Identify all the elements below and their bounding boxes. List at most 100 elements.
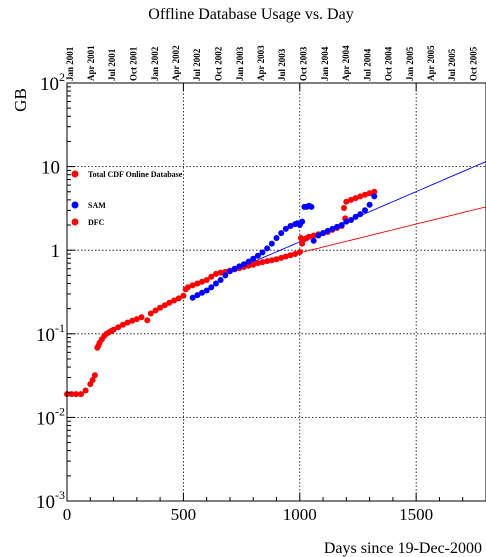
series-1-point [308,203,315,210]
series-1-point [199,289,205,296]
series-0-point [91,372,98,379]
series-0-point [343,198,350,205]
series-0-point [264,258,271,265]
series-0-point [133,316,140,323]
series-0-point [362,191,368,198]
series-1-point [348,217,354,223]
series-0-point [144,317,151,324]
series-1-point [287,223,294,229]
date-tick-label: Oct 2004 [384,46,394,81]
series-1-point [315,232,322,239]
legend-label: DFC [88,218,105,227]
series-1-point [362,207,368,214]
series-0-point [292,251,299,257]
series-1-point [334,223,340,230]
y-axis-label: GB [11,88,30,112]
legend-marker [71,170,79,178]
series-1-point [213,280,219,287]
series-1-point [310,237,317,244]
series-0-point [194,280,201,287]
series-0-point [185,284,191,291]
series-1-point [254,252,261,259]
series-1-point [324,227,331,234]
axes: 0 500 1000 1500 10-3 10-2 10-1 1 10 102 Jan 2001 Ap… [36,45,479,524]
series-0-point [306,233,313,240]
series-1-point [352,213,359,220]
series-0-point [199,278,205,285]
series-1-point [194,292,201,299]
series-1-point [329,225,336,232]
series-1-point [357,211,364,218]
plot-frame [66,82,486,502]
series-0-point [110,326,117,333]
series-0-point [259,259,266,266]
series-0-point [180,292,187,299]
date-tick-label: Oct 2002 [214,46,224,81]
series-1-point [250,255,257,262]
series-0-point [175,295,182,302]
series-1-point [343,218,350,225]
series-0-point [82,387,89,394]
x-axis-label: Days since 19-Dec-2000 [324,540,482,557]
series-1-point [320,230,327,237]
series-1-point [273,235,280,241]
date-tick-label: Oct 2005 [469,46,479,81]
x-tick-label: 1500 [399,505,433,524]
date-tick-label: Oct 2003 [299,46,309,81]
series-0-point [357,193,364,200]
series-0-point [78,391,84,398]
series-0-point [282,253,289,260]
series-0-point [352,195,359,202]
y-tick-label: 10-3 [36,488,65,513]
x-tick-label: 1000 [283,505,317,524]
series-0-point [341,205,347,211]
date-tick-label: Jan 2005 [405,46,415,81]
x-tick-label: 0 [63,505,72,524]
date-tick-label: Jul 2005 [447,48,457,81]
series-0-point [189,282,196,289]
legend: Total CDF Online Database SAM DFC [71,170,183,227]
series-1-point [366,201,373,208]
series-0-point [254,260,261,267]
date-tick-label: Apr 2002 [171,45,181,81]
date-tick-label: Jan 2002 [150,46,160,81]
series-0-point [89,377,96,383]
series-1-point [208,284,215,291]
series-1-point [222,272,229,279]
date-tick-label: Jul 2001 [107,48,117,81]
series-1-point [371,193,378,200]
series-0-point [208,273,215,280]
series-1-point [264,245,271,252]
series-0-point [273,256,280,263]
series-1-point [338,222,345,228]
date-tick-label: Apr 2003 [256,45,266,81]
series-0-point [157,304,164,311]
series-0-point [217,269,224,276]
series-0-point [171,297,178,304]
date-tick-label: Jul 2003 [277,48,287,81]
series-0-point [348,196,354,203]
series-0-point [245,262,252,269]
series-1-point [278,230,285,237]
series-0-point [203,277,210,283]
legend-marker [71,201,79,209]
series-0-point [213,270,219,277]
series-1-point [203,287,210,294]
series-1-point [268,240,275,247]
series-1-point [240,261,247,268]
y-tick-label: 10-1 [36,321,65,346]
series-0-point [124,319,131,326]
y-tick-label: 10 [41,158,60,179]
series-1-point [231,265,238,272]
legend-label: SAM [88,201,106,210]
series-1-point [189,294,196,301]
series-1-point [299,218,306,225]
data-points [64,188,378,398]
legend-label: Total CDF Online Database [88,170,183,179]
series-0-point [152,307,159,314]
y-tick-label: 102 [40,70,65,95]
series-0-point [366,190,373,197]
chart-title: Offline Database Usage vs. Day [148,6,353,23]
series-0-point [115,324,122,331]
